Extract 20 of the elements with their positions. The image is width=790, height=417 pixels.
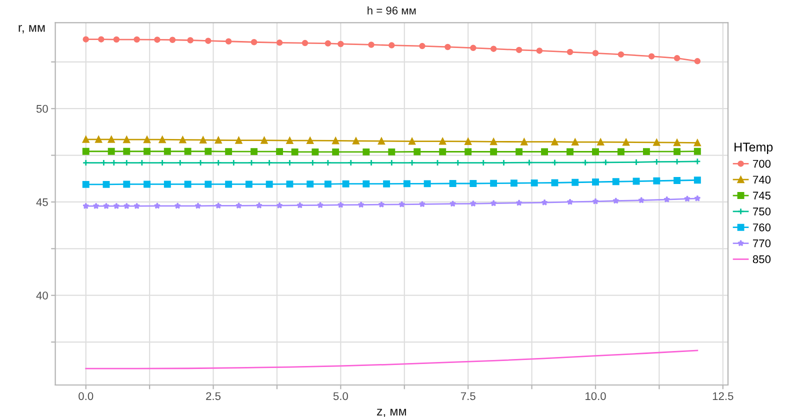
- x-tick-label: 12.5: [712, 392, 734, 400]
- x-axis-title: z, мм: [376, 408, 406, 417]
- x-tick-label: 10.0: [586, 392, 606, 400]
- y-tick-label: 40: [36, 292, 48, 300]
- legend-label: 770: [753, 239, 771, 248]
- legend-label: 745: [753, 192, 771, 200]
- x-tick-label: 2.5: [206, 392, 221, 400]
- x-tick-label: 0.0: [78, 392, 94, 400]
- y-tick-label: 50: [36, 104, 48, 113]
- legend-label: 700: [753, 160, 771, 168]
- y-tick-label: 45: [36, 198, 48, 206]
- y-axis-title: r, мм: [18, 25, 45, 34]
- legend-title: HTemp: [734, 142, 773, 154]
- x-tick-label: 7.5: [460, 392, 476, 400]
- chart-title: h = 96 мм: [368, 6, 416, 14]
- legend-label: 740: [753, 176, 771, 184]
- x-tick-label: 5.0: [333, 392, 348, 400]
- legend-label: 760: [753, 223, 771, 232]
- legend-label: 750: [753, 208, 771, 216]
- legend-label: 850: [752, 255, 771, 264]
